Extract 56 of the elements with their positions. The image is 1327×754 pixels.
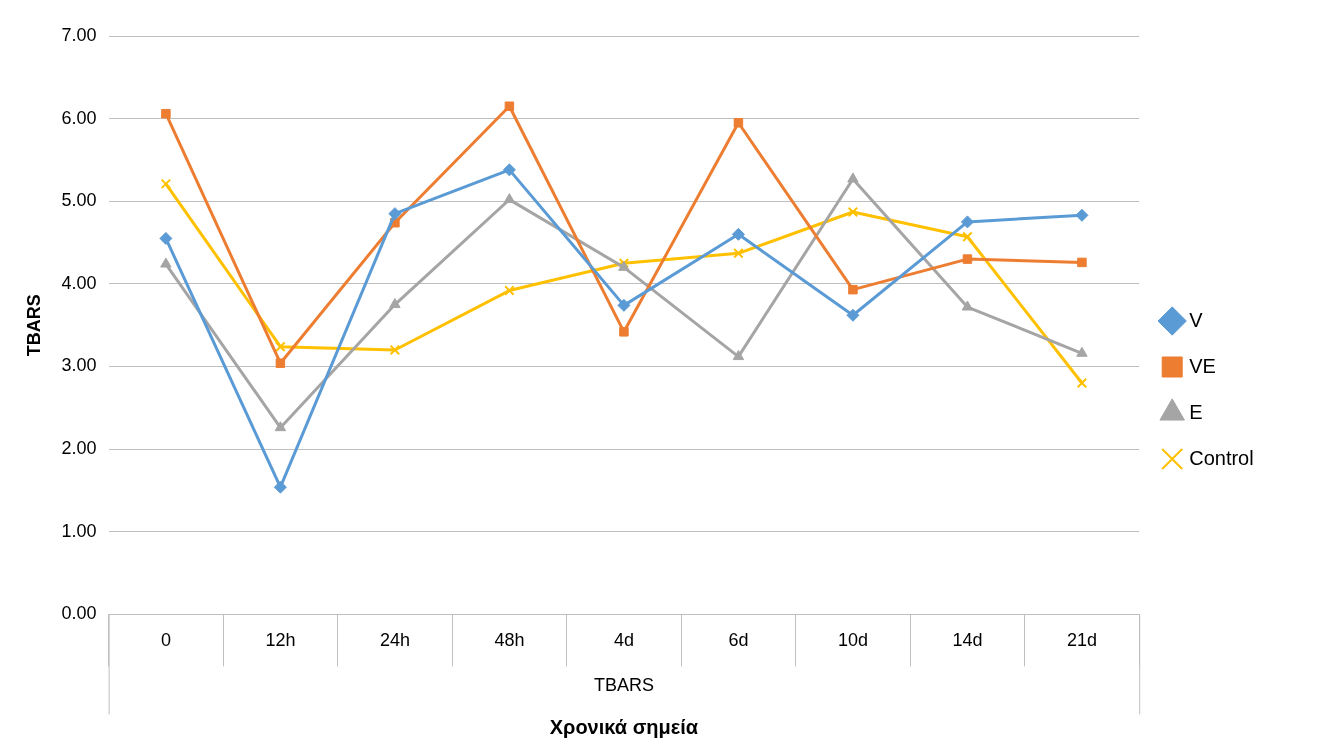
y-tick-label: 5.00 [61,190,97,211]
y-tick-label: 0.00 [61,603,97,624]
point [731,227,745,241]
point [848,284,858,295]
point [962,231,973,243]
point [960,215,974,229]
point [732,350,745,361]
point [159,231,173,245]
x-tick-label: 14d [952,630,983,651]
point [275,341,286,352]
y-tick-label: 7.00 [61,24,97,45]
point [1075,208,1089,222]
point [617,298,631,312]
x-tick-label: 48h [494,630,525,651]
point [1077,257,1087,268]
legend-label: E [1189,400,1236,423]
point [733,248,744,259]
y-tick-label: 1.00 [61,520,97,541]
legend-label: Control [1189,446,1287,469]
y-axis-title: TBARS [23,294,44,357]
point [619,327,629,337]
x-tick-label: 10d [837,630,868,651]
point [161,108,171,119]
x-axis-title: Χρονικά σημεία [549,715,699,738]
point [1076,377,1088,389]
x-tick-label: 24h [379,630,410,651]
point [504,285,515,296]
point [733,118,744,128]
y-tick-label: 2.00 [61,438,97,459]
point [273,480,287,494]
x-tick-label: 12h [265,630,296,651]
point [388,207,402,221]
point [275,358,286,368]
point [846,308,860,322]
y-tick-label: 6.00 [61,107,97,128]
legend-label: VE [1189,354,1250,377]
x-tick-label: 0 [160,630,171,651]
point [961,300,974,311]
x-tick-label: 21d [1066,630,1097,651]
x-tick-label: 4d [613,630,634,651]
point [962,254,973,264]
point [502,163,516,177]
point [847,172,859,183]
x-tick-label: 6d [728,630,749,651]
point [274,421,287,432]
point [389,344,401,356]
point [847,206,859,218]
point [504,101,515,111]
y-tick-label: 4.00 [61,272,97,293]
y-tick-label: 3.00 [61,355,97,376]
point [160,257,172,268]
text: TBARS [593,675,654,696]
point [1076,346,1088,357]
legend-label: V [1189,308,1236,331]
point [160,178,172,190]
point [389,298,401,309]
